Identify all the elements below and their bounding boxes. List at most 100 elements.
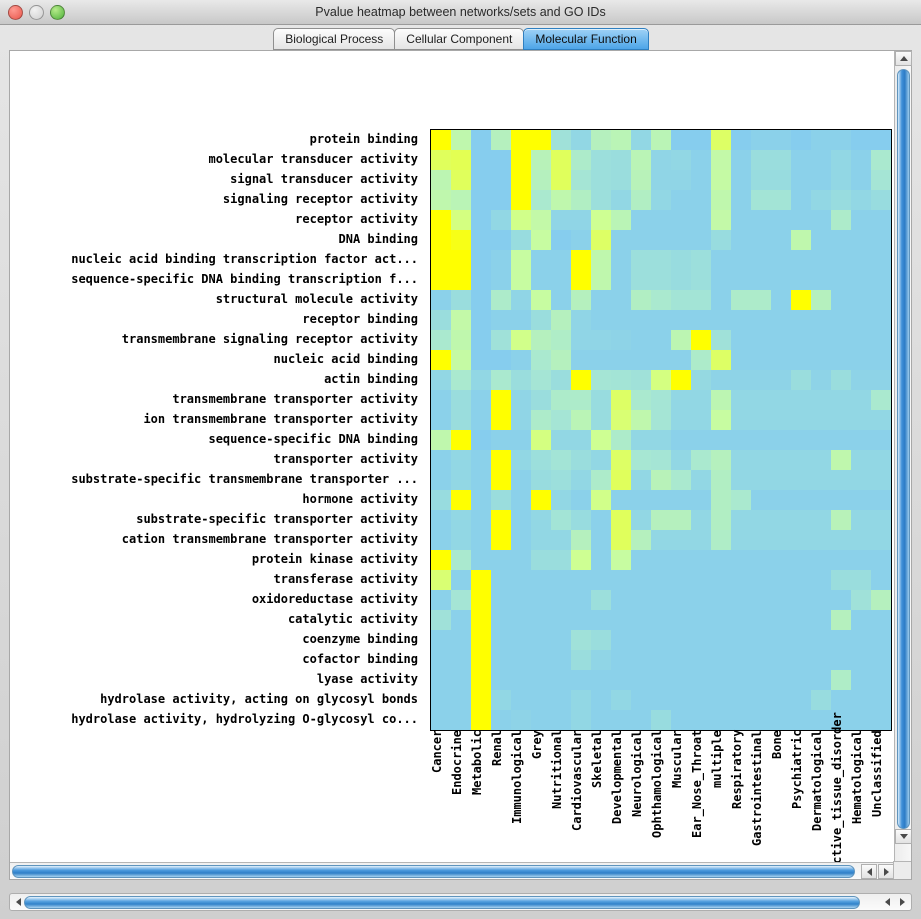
heatmap-cell[interactable] <box>611 370 631 390</box>
heatmap-cell[interactable] <box>831 570 851 590</box>
heatmap-cell[interactable] <box>471 450 491 470</box>
heatmap-cell[interactable] <box>691 290 711 310</box>
heatmap-cell[interactable] <box>471 490 491 510</box>
heatmap-cell[interactable] <box>711 710 731 730</box>
heatmap-cell[interactable] <box>671 190 691 210</box>
heatmap-cell[interactable] <box>711 390 731 410</box>
heatmap-cell[interactable] <box>591 230 611 250</box>
heatmap-cell[interactable] <box>811 690 831 710</box>
heatmap-cell[interactable] <box>671 270 691 290</box>
heatmap-cell[interactable] <box>711 470 731 490</box>
heatmap-cell[interactable] <box>491 510 511 530</box>
heatmap-cell[interactable] <box>791 410 811 430</box>
heatmap-cell[interactable] <box>751 310 771 330</box>
heatmap-cell[interactable] <box>531 430 551 450</box>
heatmap-cell[interactable] <box>491 690 511 710</box>
heatmap-cell[interactable] <box>531 350 551 370</box>
heatmap-cell[interactable] <box>791 530 811 550</box>
heatmap-cell[interactable] <box>691 450 711 470</box>
heatmap-cell[interactable] <box>791 370 811 390</box>
window-scroll-right-prev-button[interactable] <box>880 895 894 909</box>
heatmap-cell[interactable] <box>631 530 651 550</box>
heatmap-cell[interactable] <box>651 450 671 470</box>
heatmap-cell[interactable] <box>771 210 791 230</box>
heatmap-cell[interactable] <box>491 570 511 590</box>
tab-cellular-component[interactable]: Cellular Component <box>394 28 525 50</box>
heatmap-cell[interactable] <box>611 410 631 430</box>
heatmap-cell[interactable] <box>791 270 811 290</box>
heatmap-cell[interactable] <box>731 290 751 310</box>
heatmap-cell[interactable] <box>771 350 791 370</box>
heatmap-cell[interactable] <box>751 330 771 350</box>
window-horizontal-scrollbar[interactable] <box>9 893 912 911</box>
heatmap-cell[interactable] <box>791 670 811 690</box>
heatmap-cell[interactable] <box>651 670 671 690</box>
heatmap-cell[interactable] <box>851 510 871 530</box>
heatmap-cell[interactable] <box>791 150 811 170</box>
heatmap-cell[interactable] <box>531 270 551 290</box>
heatmap-cell[interactable] <box>531 490 551 510</box>
heatmap-cell[interactable] <box>611 470 631 490</box>
heatmap-cell[interactable] <box>551 650 571 670</box>
heatmap-cell[interactable] <box>751 430 771 450</box>
heatmap-cell[interactable] <box>471 330 491 350</box>
heatmap-cell[interactable] <box>491 290 511 310</box>
heatmap-cell[interactable] <box>471 150 491 170</box>
heatmap-cell[interactable] <box>871 370 891 390</box>
heatmap-cell[interactable] <box>691 190 711 210</box>
heatmap-cell[interactable] <box>851 470 871 490</box>
heatmap-cell[interactable] <box>611 490 631 510</box>
heatmap-cell[interactable] <box>871 250 891 270</box>
heatmap-cell[interactable] <box>651 230 671 250</box>
heatmap-cell[interactable] <box>451 530 471 550</box>
heatmap-cell[interactable] <box>431 170 451 190</box>
heatmap-cell[interactable] <box>651 530 671 550</box>
scroll-left-button[interactable] <box>861 864 877 879</box>
heatmap-cell[interactable] <box>611 710 631 730</box>
heatmap-cell[interactable] <box>851 290 871 310</box>
heatmap-cell[interactable] <box>731 190 751 210</box>
heatmap-cell[interactable] <box>551 690 571 710</box>
heatmap-cell[interactable] <box>811 210 831 230</box>
heatmap-cell[interactable] <box>571 230 591 250</box>
heatmap-cell[interactable] <box>751 630 771 650</box>
heatmap-cell[interactable] <box>431 710 451 730</box>
heatmap-cell[interactable] <box>791 170 811 190</box>
heatmap-cell[interactable] <box>671 550 691 570</box>
vertical-scroll-thumb[interactable] <box>897 69 910 829</box>
heatmap-cell[interactable] <box>651 150 671 170</box>
heatmap-cell[interactable] <box>851 570 871 590</box>
heatmap-cell[interactable] <box>431 330 451 350</box>
heatmap-cell[interactable] <box>431 130 451 150</box>
heatmap-cell[interactable] <box>791 550 811 570</box>
heatmap-cell[interactable] <box>531 550 551 570</box>
heatmap-cell[interactable] <box>731 690 751 710</box>
heatmap-cell[interactable] <box>791 350 811 370</box>
heatmap-cell[interactable] <box>851 250 871 270</box>
heatmap-cell[interactable] <box>691 230 711 250</box>
heatmap-cell[interactable] <box>451 290 471 310</box>
heatmap-cell[interactable] <box>631 470 651 490</box>
heatmap-cell[interactable] <box>531 250 551 270</box>
heatmap-cell[interactable] <box>651 190 671 210</box>
heatmap-cell[interactable] <box>851 270 871 290</box>
heatmap-cell[interactable] <box>691 710 711 730</box>
heatmap-cell[interactable] <box>631 590 651 610</box>
heatmap-cell[interactable] <box>831 470 851 490</box>
heatmap-cell[interactable] <box>631 310 651 330</box>
heatmap-cell[interactable] <box>651 410 671 430</box>
heatmap-cell[interactable] <box>751 130 771 150</box>
heatmap-cell[interactable] <box>651 610 671 630</box>
heatmap-cell[interactable] <box>871 310 891 330</box>
heatmap-cell[interactable] <box>751 550 771 570</box>
heatmap-cell[interactable] <box>551 630 571 650</box>
heatmap-cell[interactable] <box>631 710 651 730</box>
heatmap-cell[interactable] <box>431 510 451 530</box>
close-button[interactable] <box>8 5 23 20</box>
heatmap-cell[interactable] <box>431 350 451 370</box>
heatmap-cell[interactable] <box>451 690 471 710</box>
heatmap-cell[interactable] <box>511 630 531 650</box>
heatmap-cell[interactable] <box>711 330 731 350</box>
heatmap-cell[interactable] <box>491 650 511 670</box>
heatmap-cell[interactable] <box>471 290 491 310</box>
